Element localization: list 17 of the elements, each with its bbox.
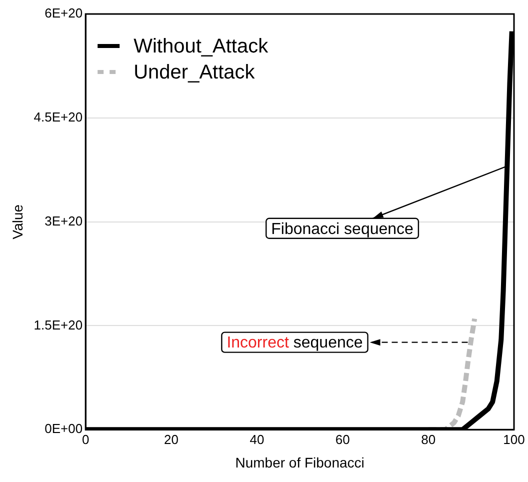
y-tick-label: 4.5E+20 (34, 109, 83, 124)
x-axis-title: Number of Fibonacci (235, 454, 364, 470)
x-tick-label: 80 (421, 432, 436, 447)
x-tick-label: 60 (335, 432, 350, 447)
y-tick-label: 1.5E+20 (34, 317, 83, 332)
y-axis-title: Value (9, 204, 26, 240)
x-tick-label: 40 (250, 432, 264, 447)
y-tick-label: 6E+20 (44, 6, 83, 21)
x-tick-label: 100 (503, 432, 525, 447)
legend-label: Under_Attack (134, 62, 256, 84)
annotation: Fibonacci sequence (271, 220, 414, 238)
y-tick-label: 3E+20 (44, 213, 83, 228)
x-tick-label: 20 (164, 432, 179, 447)
annotation: Incorrect sequence (226, 334, 363, 352)
x-tick-label: 0 (82, 432, 90, 447)
y-tick-label: 0E+00 (44, 421, 83, 436)
legend-label: Without_Attack (134, 36, 270, 58)
